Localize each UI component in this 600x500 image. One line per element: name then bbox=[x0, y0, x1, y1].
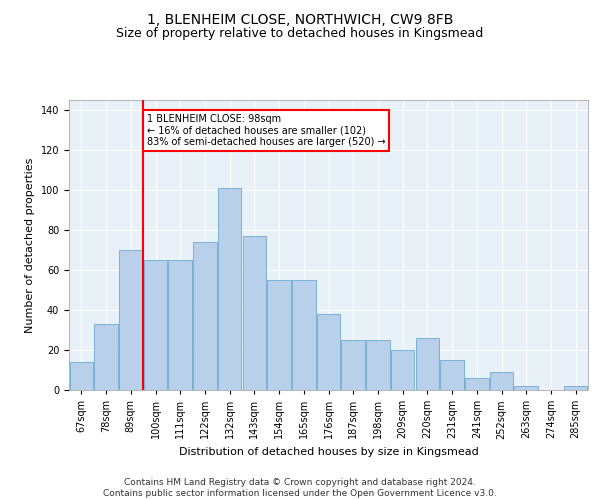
Text: Size of property relative to detached houses in Kingsmead: Size of property relative to detached ho… bbox=[116, 28, 484, 40]
X-axis label: Distribution of detached houses by size in Kingsmead: Distribution of detached houses by size … bbox=[179, 447, 478, 457]
Bar bbox=[465, 378, 488, 390]
Bar bbox=[564, 386, 587, 390]
Bar bbox=[440, 360, 464, 390]
Bar bbox=[292, 280, 316, 390]
Bar bbox=[218, 188, 241, 390]
Bar bbox=[317, 314, 340, 390]
Text: 1, BLENHEIM CLOSE, NORTHWICH, CW9 8FB: 1, BLENHEIM CLOSE, NORTHWICH, CW9 8FB bbox=[147, 12, 453, 26]
Bar bbox=[514, 386, 538, 390]
Y-axis label: Number of detached properties: Number of detached properties bbox=[25, 158, 35, 332]
Text: 1 BLENHEIM CLOSE: 98sqm
← 16% of detached houses are smaller (102)
83% of semi-d: 1 BLENHEIM CLOSE: 98sqm ← 16% of detache… bbox=[147, 114, 385, 147]
Bar bbox=[366, 340, 389, 390]
Text: Contains HM Land Registry data © Crown copyright and database right 2024.
Contai: Contains HM Land Registry data © Crown c… bbox=[103, 478, 497, 498]
Bar bbox=[94, 324, 118, 390]
Bar bbox=[242, 236, 266, 390]
Bar bbox=[119, 250, 143, 390]
Bar bbox=[144, 260, 167, 390]
Bar bbox=[490, 372, 513, 390]
Bar bbox=[416, 338, 439, 390]
Bar bbox=[391, 350, 415, 390]
Bar bbox=[193, 242, 217, 390]
Bar bbox=[341, 340, 365, 390]
Bar bbox=[268, 280, 291, 390]
Bar bbox=[70, 362, 93, 390]
Bar bbox=[169, 260, 192, 390]
